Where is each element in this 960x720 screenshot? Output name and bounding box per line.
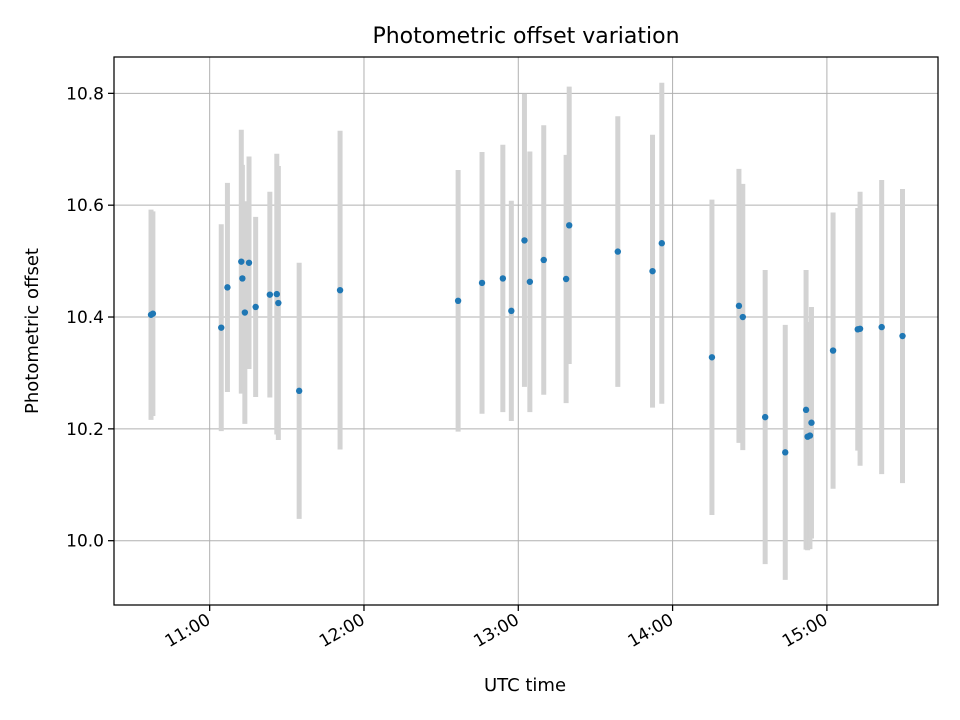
data-point: [540, 256, 547, 264]
data-point: [708, 354, 716, 361]
data-point: [658, 240, 665, 247]
data-point: [336, 286, 344, 294]
data-point: [224, 284, 231, 291]
data-point: [649, 267, 656, 275]
data-point: [761, 413, 769, 421]
y-axis-label: Photometric offset: [22, 248, 43, 414]
y-tick-label: 10.6: [66, 196, 104, 216]
y-tick-label: 10.8: [66, 84, 104, 104]
chart-title: Photometric offset variation: [372, 24, 679, 49]
data-point: [829, 347, 837, 354]
data-point: [239, 275, 246, 282]
data-point: [808, 419, 815, 426]
data-points: [147, 222, 906, 456]
data-point: [266, 291, 274, 298]
data-point: [806, 432, 814, 439]
data-point: [245, 259, 253, 266]
data-point: [802, 406, 810, 414]
data-point: [275, 299, 282, 307]
x-axis-label: UTC time: [484, 675, 566, 696]
data-point: [238, 258, 245, 265]
plot-frame: [113, 56, 939, 606]
y-tick-label: 10.2: [66, 420, 104, 440]
data-point: [566, 222, 573, 229]
data-point: [782, 449, 789, 456]
data-point: [478, 279, 486, 287]
data-point: [295, 387, 303, 395]
data-point: [739, 313, 747, 321]
data-point: [521, 237, 528, 244]
data-point: [508, 307, 515, 315]
data-point: [149, 310, 157, 317]
data-point: [614, 248, 622, 255]
data-point: [273, 290, 280, 298]
data-point: [899, 332, 906, 340]
data-point: [562, 275, 570, 283]
data-point: [499, 275, 507, 282]
data-point: [218, 324, 225, 331]
y-axis-ticks: 10.0 10.2 10.4 10.6 10.8: [66, 84, 114, 552]
data-point: [735, 302, 743, 310]
data-point: [454, 297, 462, 305]
data-point: [241, 309, 249, 316]
data-point: [878, 323, 885, 331]
y-tick-label: 10.4: [66, 308, 104, 328]
data-point: [856, 325, 864, 332]
data-point: [526, 278, 534, 285]
y-tick-label: 10.0: [66, 532, 104, 552]
data-point: [252, 303, 259, 311]
